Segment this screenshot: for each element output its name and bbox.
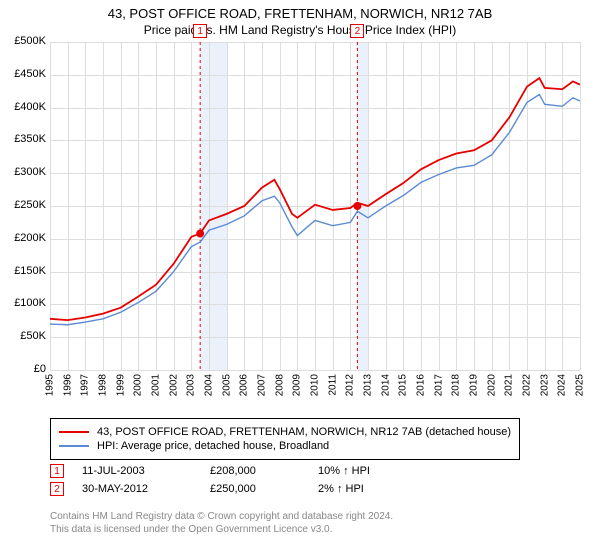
- data-point-price: £250,000: [210, 483, 300, 495]
- footer-line-1: Contains HM Land Registry data © Crown c…: [50, 510, 393, 523]
- ytick-label: £500K: [14, 35, 46, 47]
- xtick-label: 2017: [433, 374, 444, 396]
- data-point-row: 1 11-JUL-2003 £208,000 10% ↑ HPI: [50, 462, 370, 480]
- xtick-label: 1999: [115, 374, 126, 396]
- legend-label: 43, POST OFFICE ROAD, FRETTENHAM, NORWIC…: [97, 426, 511, 438]
- chart-title: 43, POST OFFICE ROAD, FRETTENHAM, NORWIC…: [0, 0, 600, 21]
- xtick-label: 2003: [186, 374, 197, 396]
- chart-plot-area: [50, 42, 580, 370]
- xtick-label: 2024: [557, 374, 568, 396]
- ytick-label: £150K: [14, 265, 46, 277]
- ytick-label: £400K: [14, 101, 46, 113]
- xtick-label: 2000: [133, 374, 144, 396]
- xtick-label: 2004: [204, 374, 215, 396]
- ytick-label: £250K: [14, 199, 46, 211]
- ytick-label: £200K: [14, 232, 46, 244]
- data-point-pct: 10% ↑ HPI: [318, 465, 370, 477]
- legend-row: HPI: Average price, detached house, Broa…: [59, 439, 511, 453]
- data-point-date: 11-JUL-2003: [82, 465, 192, 477]
- xtick-label: 2009: [292, 374, 303, 396]
- xtick-label: 2007: [257, 374, 268, 396]
- marker-box: 2: [350, 24, 364, 38]
- data-point-pct: 2% ↑ HPI: [318, 483, 364, 495]
- legend: 43, POST OFFICE ROAD, FRETTENHAM, NORWIC…: [50, 418, 520, 460]
- gridline-v: [580, 42, 581, 370]
- xtick-label: 2018: [451, 374, 462, 396]
- legend-swatch: [59, 445, 89, 447]
- xtick-label: 2010: [310, 374, 321, 396]
- xtick-label: 2019: [469, 374, 480, 396]
- footer-attribution: Contains HM Land Registry data © Crown c…: [50, 510, 393, 536]
- data-point-marker: [353, 202, 361, 210]
- legend-swatch: [59, 431, 89, 433]
- ytick-label: £50K: [20, 330, 46, 342]
- xtick-label: 2020: [486, 374, 497, 396]
- data-point-marker-box: 1: [50, 464, 64, 478]
- ytick-label: £450K: [14, 68, 46, 80]
- marker-box: 1: [193, 24, 207, 38]
- xtick-label: 1996: [62, 374, 73, 396]
- series-property: [50, 78, 580, 320]
- xtick-label: 2013: [363, 374, 374, 396]
- xtick-label: 2002: [168, 374, 179, 396]
- ytick-label: £350K: [14, 133, 46, 145]
- xtick-label: 2005: [221, 374, 232, 396]
- xtick-label: 2006: [239, 374, 250, 396]
- ytick-label: £300K: [14, 166, 46, 178]
- chart-svg: [50, 42, 580, 370]
- chart-subtitle: Price paid vs. HM Land Registry's House …: [0, 21, 600, 37]
- legend-label: HPI: Average price, detached house, Broa…: [97, 440, 329, 452]
- data-point-row: 2 30-MAY-2012 £250,000 2% ↑ HPI: [50, 480, 370, 498]
- ytick-label: £100K: [14, 297, 46, 309]
- xtick-label: 2014: [380, 374, 391, 396]
- xtick-label: 2016: [416, 374, 427, 396]
- xtick-label: 2015: [398, 374, 409, 396]
- xtick-label: 2012: [345, 374, 356, 396]
- xtick-label: 2022: [522, 374, 533, 396]
- data-point-table: 1 11-JUL-2003 £208,000 10% ↑ HPI 2 30-MAY-201…: [50, 462, 370, 498]
- xtick-label: 2023: [539, 374, 550, 396]
- data-point-date: 30-MAY-2012: [82, 483, 192, 495]
- footer-line-2: This data is licensed under the Open Gov…: [50, 523, 393, 536]
- xtick-label: 2025: [575, 374, 586, 396]
- xtick-label: 2011: [327, 374, 338, 396]
- xtick-label: 2008: [274, 374, 285, 396]
- xtick-label: 2001: [151, 374, 162, 396]
- gridline-h: [50, 370, 580, 371]
- data-point-marker-box: 2: [50, 482, 64, 496]
- xtick-label: 2021: [504, 374, 515, 396]
- xtick-label: 1997: [80, 374, 91, 396]
- xtick-label: 1998: [98, 374, 109, 396]
- data-point-price: £208,000: [210, 465, 300, 477]
- xtick-label: 1995: [45, 374, 56, 396]
- data-point-marker: [196, 230, 204, 238]
- legend-row: 43, POST OFFICE ROAD, FRETTENHAM, NORWIC…: [59, 425, 511, 439]
